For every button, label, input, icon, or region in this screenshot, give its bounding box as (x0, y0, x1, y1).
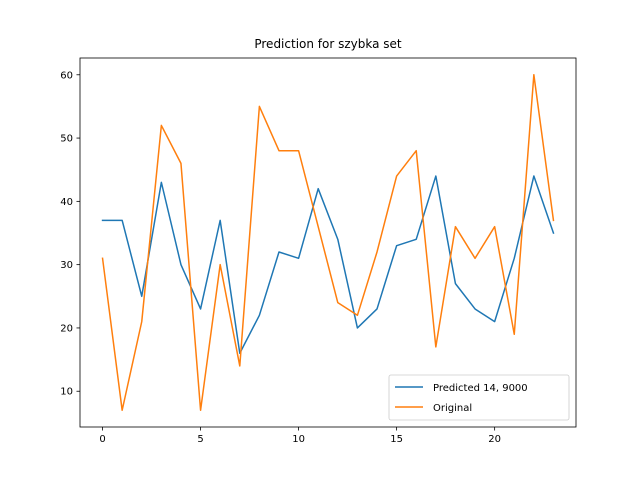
axes-frame (79, 57, 577, 428)
y-tick-label: 50 (60, 134, 73, 145)
legend: Predicted 14, 9000 Original (388, 374, 570, 421)
plot-area: 0 5 10 15 20 10 20 30 40 50 60 Predicted 14, 9000 Or… (60, 57, 577, 445)
legend-label-1: Original (433, 403, 472, 414)
chart-title: Prediction for szybka set (254, 37, 402, 51)
y-tick-label: 10 (60, 387, 73, 398)
y-tick-label: 20 (60, 323, 73, 334)
x-tick-label: 10 (292, 434, 305, 445)
series-line-0 (101, 175, 555, 355)
x-tick-label: 20 (488, 434, 501, 445)
y-tick-label: 60 (60, 70, 73, 81)
y-tick-label: 40 (60, 197, 73, 208)
legend-box (388, 374, 570, 421)
series-line-1 (101, 74, 555, 411)
legend-label-0: Predicted 14, 9000 (433, 383, 528, 394)
y-tick-label: 30 (60, 260, 73, 271)
x-tick-label: 15 (390, 434, 403, 445)
x-tick-label: 5 (197, 434, 203, 445)
x-tick-label: 0 (99, 434, 105, 445)
